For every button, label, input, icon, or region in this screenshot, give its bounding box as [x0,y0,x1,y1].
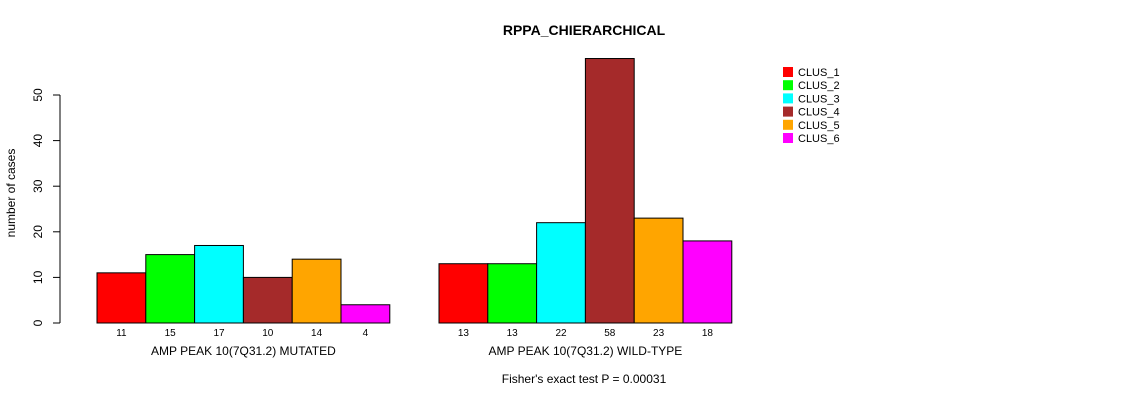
bar-value-labels: 11 15 17 10 14 4 13 13 22 58 23 18 [116,328,713,339]
bar-clus-1-group-2 [438,263,489,324]
bar-count-label: 10 [262,328,274,339]
bar-count-label: 15 [165,328,177,339]
bar-count-label: 13 [507,328,519,339]
bar-count-label: 13 [458,328,470,339]
bar-clus-5-group-2 [633,217,684,324]
bars [96,58,733,324]
bar-clus-4-group-2 [584,58,635,324]
bar-count-label: 18 [702,328,714,339]
y-axis-label: number of cases [4,149,18,238]
y-tick-label: 40 [31,134,45,148]
legend-swatch [783,67,793,77]
bar-count-label: 22 [555,328,567,339]
bar-clus-4-group-1 [242,276,293,324]
legend-swatch [783,93,793,104]
group-labels: AMP PEAK 10(7Q31.2) MUTATED AMP PEAK 10(7… [151,344,682,358]
legend-swatch [783,106,793,117]
legend-swatch [783,119,793,130]
bar-clus-3-group-2 [536,222,586,324]
legend-swatch [783,80,793,91]
legend-label: CLUS_2 [798,80,840,92]
chart-title: RPPA_CHIERARCHICAL [503,22,666,38]
bar-count-label: 14 [311,328,323,339]
bar-count-label: 23 [653,328,665,339]
y-tick-label: 0 [31,319,45,326]
group-label: AMP PEAK 10(7Q31.2) MUTATED [151,344,336,358]
legend-label: CLUS_6 [798,133,840,145]
y-tick-label: 10 [31,270,45,284]
bar-clus-2-group-1 [145,254,196,324]
bar-clus-3-group-1 [194,244,244,324]
legend-label: CLUS_3 [798,93,840,105]
legend-swatch [783,133,793,143]
fisher-test-note: Fisher's exact test P = 0.00031 [502,372,667,386]
bar-count-label: 58 [604,328,616,339]
y-tick-label: 20 [31,225,45,239]
y-tick-label: 30 [31,179,45,193]
bar-clus-2-group-2 [487,263,538,324]
legend-label: CLUS_4 [798,107,840,119]
y-tick-label: 50 [31,88,45,102]
bar-clus-6-group-1 [340,304,391,324]
y-axis: 0 10 20 30 40 50 [31,88,61,326]
bar-count-label: 4 [363,328,369,339]
legend-label: CLUS_1 [798,67,840,79]
bar-clus-6-group-2 [682,240,733,324]
legend-label: CLUS_5 [798,120,840,132]
bar-count-label: 11 [116,328,127,339]
group-label: AMP PEAK 10(7Q31.2) WILD-TYPE [488,344,682,358]
bar-clus-5-group-1 [291,258,342,324]
bar-clus-1-group-1 [96,272,147,324]
bar-count-label: 17 [213,328,225,339]
